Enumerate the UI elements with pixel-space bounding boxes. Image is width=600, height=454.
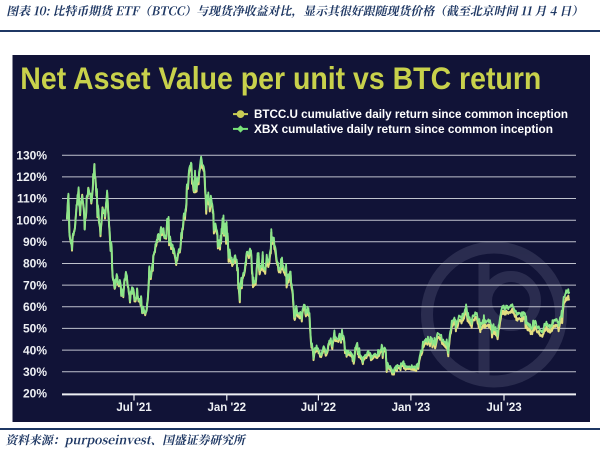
svg-text:Jan '22: Jan '22 [208,402,247,414]
svg-text:70%: 70% [23,278,47,292]
svg-text:100%: 100% [16,213,47,227]
svg-text:Net Asset Value per unit vs BT: Net Asset Value per unit vs BTC return [20,60,541,96]
svg-text:40%: 40% [23,343,47,357]
svg-text:BTCC.U cumulative daily return: BTCC.U cumulative daily return since com… [254,108,568,121]
svg-text:110%: 110% [17,192,47,206]
svg-text:30%: 30% [23,365,47,379]
svg-text:120%: 120% [16,170,47,184]
svg-text:Jan '23: Jan '23 [392,402,431,414]
svg-text:20%: 20% [23,387,47,401]
svg-text:80%: 80% [23,257,47,271]
svg-text:60%: 60% [23,300,47,314]
svg-text:XBX cumulative daily return si: XBX cumulative daily return since common… [254,123,553,136]
svg-text:Jul '21: Jul '21 [116,402,152,414]
svg-text:50%: 50% [23,322,47,336]
svg-text:90%: 90% [23,235,47,249]
svg-text:130%: 130% [16,148,47,162]
svg-text:Jul '22: Jul '22 [301,402,336,414]
svg-text:Jul '23: Jul '23 [486,402,521,414]
